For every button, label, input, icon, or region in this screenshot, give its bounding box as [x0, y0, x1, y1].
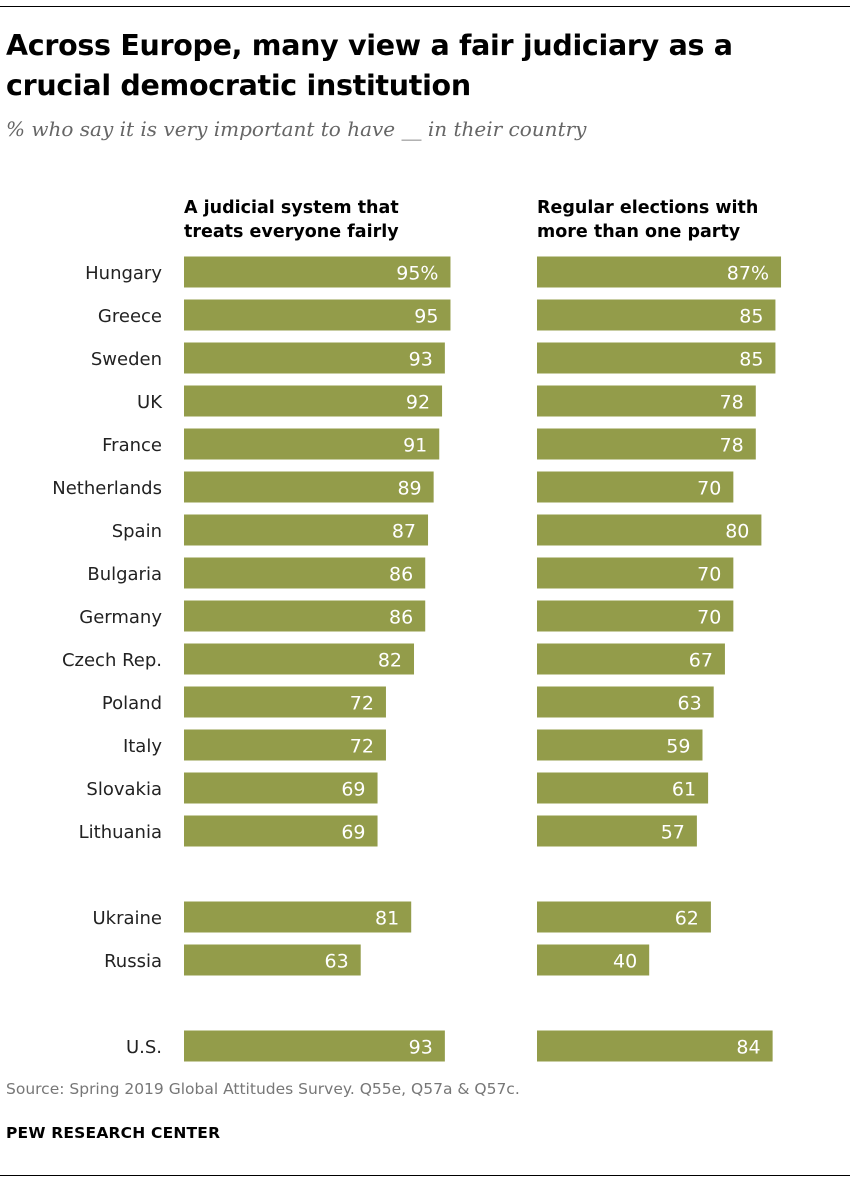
series-header-1: A judicial system that treats everyone fa… — [184, 198, 399, 242]
category-label: Hungary — [85, 263, 162, 284]
bar-value-label: 63 — [678, 693, 702, 715]
bar — [537, 944, 650, 976]
bar-value-label: 82 — [378, 650, 402, 672]
category-label: Slovakia — [86, 779, 162, 800]
bar-value-label: 89 — [397, 478, 421, 500]
bar — [184, 901, 412, 933]
category-label: France — [102, 435, 162, 456]
bar-value-label: 67 — [689, 650, 713, 672]
bar — [184, 729, 386, 761]
series-header-2: Regular elections with more than one part… — [537, 198, 758, 242]
bar — [537, 299, 776, 331]
bar — [184, 557, 426, 589]
bar-value-label: 91 — [403, 435, 427, 457]
bar — [537, 385, 756, 417]
chart-subtitle: % who say it is very important to have _… — [6, 117, 587, 141]
bar — [537, 256, 782, 288]
category-label: Germany — [79, 607, 162, 628]
bar — [184, 428, 440, 460]
bar — [184, 600, 426, 632]
bar-value-label: 86 — [389, 564, 413, 586]
bar-value-label: 81 — [375, 908, 399, 930]
bar — [537, 729, 703, 761]
bar-value-label: 85 — [739, 349, 763, 371]
bar-value-label: 63 — [325, 951, 349, 973]
bar — [537, 686, 714, 718]
category-label: U.S. — [126, 1037, 162, 1058]
category-label: UK — [137, 392, 163, 413]
bar-value-label: 70 — [697, 564, 721, 586]
bar-value-label: 92 — [406, 392, 430, 414]
category-label: Ukraine — [92, 908, 162, 929]
bar — [537, 600, 734, 632]
bar — [184, 256, 451, 288]
bar — [184, 815, 378, 847]
bar-value-label: 69 — [341, 779, 365, 801]
bar-value-label: 57 — [661, 822, 685, 844]
bar — [537, 901, 711, 933]
bar-value-label: 72 — [350, 693, 374, 715]
bottom-rule — [0, 1175, 850, 1176]
bar — [537, 643, 725, 675]
bar — [184, 643, 415, 675]
bar-value-label: 70 — [697, 478, 721, 500]
bar — [184, 299, 451, 331]
bar-value-label: 72 — [350, 736, 374, 758]
category-label: Italy — [123, 736, 162, 757]
category-label: Poland — [102, 693, 162, 714]
bar — [184, 686, 386, 718]
source-note: Source: Spring 2019 Global Attitudes Sur… — [6, 1080, 520, 1098]
bar — [184, 514, 429, 546]
bar-value-label: 86 — [389, 607, 413, 629]
bar — [537, 1030, 773, 1062]
bar-value-label: 80 — [725, 521, 749, 543]
category-label: Lithuania — [79, 822, 162, 843]
bar — [184, 471, 434, 503]
bar-value-label: 69 — [341, 822, 365, 844]
bar — [537, 514, 762, 546]
bar-value-label: 93 — [409, 349, 433, 371]
bar — [537, 557, 734, 589]
bar-value-label: 59 — [666, 736, 690, 758]
organization-credit: PEW RESEARCH CENTER — [6, 1124, 221, 1142]
category-label: Netherlands — [52, 478, 162, 499]
category-label: Greece — [98, 306, 162, 327]
category-label: Russia — [104, 951, 162, 972]
bar — [184, 342, 445, 374]
bar-value-label: 95 — [414, 306, 438, 328]
category-label: Bulgaria — [87, 564, 162, 585]
bar — [537, 772, 709, 804]
bar — [184, 1030, 445, 1062]
bar-value-label: 78 — [720, 392, 744, 414]
category-label: Spain — [112, 521, 162, 542]
bar-value-label: 78 — [720, 435, 744, 457]
bar — [184, 944, 361, 976]
bar-value-label: 95% — [396, 263, 438, 285]
bar-value-label: 85 — [739, 306, 763, 328]
category-label: Sweden — [91, 349, 162, 370]
bar-value-label: 87% — [727, 263, 769, 285]
bar — [537, 342, 776, 374]
top-rule — [0, 6, 850, 7]
bar — [184, 772, 378, 804]
bar — [537, 815, 697, 847]
bar-value-label: 93 — [409, 1037, 433, 1059]
category-label: Czech Rep. — [62, 650, 162, 671]
bar — [537, 471, 734, 503]
chart-title: Across Europe, many view a fair judiciar… — [6, 29, 733, 102]
bar — [184, 385, 443, 417]
bar — [537, 428, 756, 460]
bar-value-label: 40 — [613, 951, 637, 973]
bar-value-label: 62 — [675, 908, 699, 930]
bar-value-label: 84 — [736, 1037, 760, 1059]
bar-value-label: 61 — [672, 779, 696, 801]
bar-value-label: 87 — [392, 521, 416, 543]
bar-value-label: 70 — [697, 607, 721, 629]
